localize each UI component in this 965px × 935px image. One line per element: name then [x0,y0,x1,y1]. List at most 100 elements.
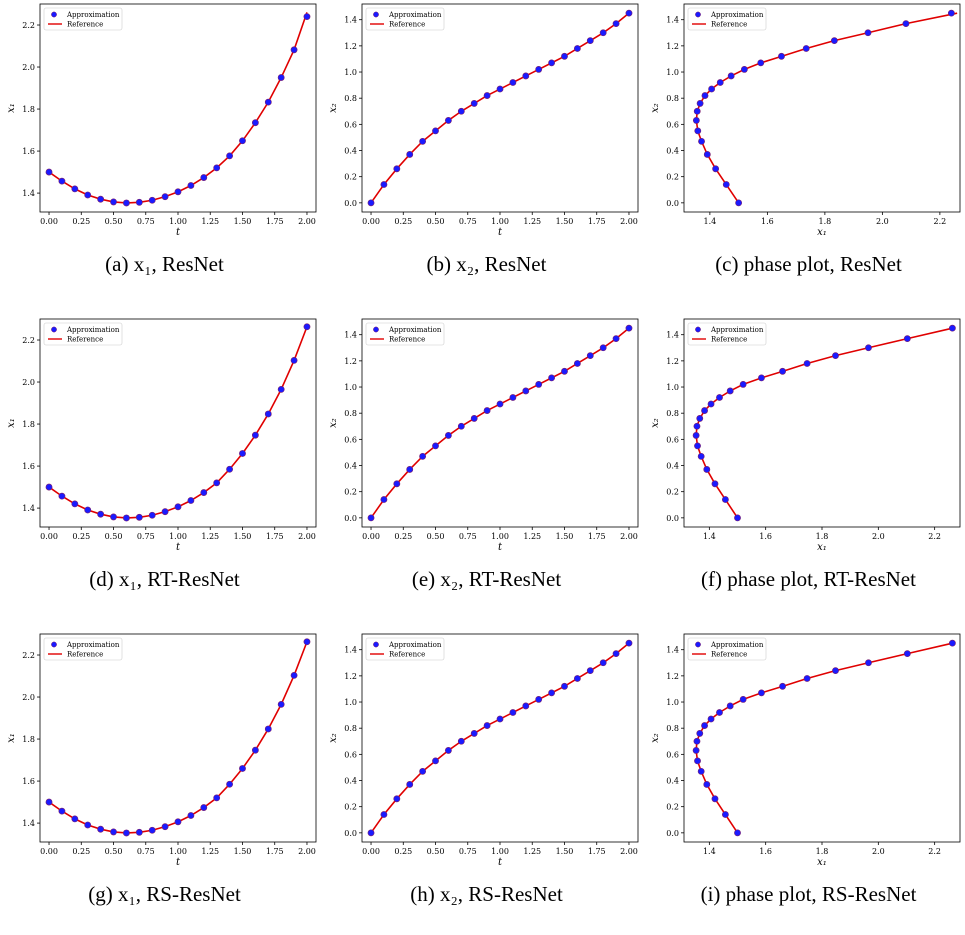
approximation-point [303,13,311,21]
approximation-point [548,59,555,67]
x-tick-label: 1.75 [588,532,606,541]
x-tick-label: 0.25 [394,532,412,541]
x-axis-label: t [176,857,181,868]
y-tick-label: 1.0 [666,698,679,707]
chart-panel-7: 0.00 0.25 0.50 0.75 1.00 1.25 1.50 1.75 2.00 1.4 1… [4,630,325,935]
x-tick-label: 0.00 [362,532,380,541]
approximation-point [135,513,143,521]
approximation-point [697,767,705,775]
approximation-point [711,795,719,803]
approximation-point [457,107,465,115]
approximation-point [734,829,741,837]
panel-caption: (c) phase plot, ResNet [715,252,902,276]
x-axis-label: t [176,227,181,238]
x-tick-label: 2.2 [934,217,947,226]
x-axis-label: x₁ [817,542,827,553]
x-tick-label: 0.75 [459,532,477,541]
approximation-point [97,510,105,518]
legend-label-approximation: Approximation [388,11,442,19]
y-tick-label: 0.4 [666,777,679,786]
x-tick-label: 2.00 [620,847,638,856]
approximation-point [740,66,748,73]
approximation-point [697,452,705,460]
y-tick-label: 1.4 [666,16,679,25]
approximation-point [483,407,491,414]
approximation-point [561,367,568,375]
chart-panel-1: 0.00 0.25 0.50 0.75 1.00 1.25 1.50 1.75 2.00 1.4 1… [4,0,325,305]
x-tick-label: 1.6 [761,217,774,226]
approximation-point [174,818,182,826]
axes-frame [683,3,961,213]
approximation-point [445,747,452,754]
approximation-point [707,715,715,723]
legend-box [43,322,123,346]
approximation-point [406,781,414,788]
approximation-point [445,432,452,439]
legend-label-reference: Reference [711,336,747,344]
approximation-point [692,432,700,439]
y-tick-label: 2.2 [22,336,35,345]
approximation-point [779,367,786,375]
approximation-point [406,466,414,473]
approximation-point [586,352,594,360]
x-tick-label: 1.00 [491,532,509,541]
approximation-point [803,675,811,682]
legend-box [365,7,445,31]
approximation-point [200,489,208,496]
y-tick-label: 1.2 [344,672,357,681]
x-tick-label: 0.00 [362,217,380,226]
axes-frame [683,633,961,843]
legend: Approximation Reference [687,637,767,661]
approximation-point [625,9,633,17]
y-tick-label: 2.2 [22,651,35,660]
y-tick-label: 2.0 [22,63,35,72]
x-axis-label: x₁ [817,857,827,868]
y-tick-label: 0.0 [344,514,357,523]
x-tick-label: 0.75 [137,532,155,541]
x-tick-label: 2.00 [620,217,638,226]
approximation-point [303,638,311,646]
approximation-point [277,700,285,708]
y-tick-label: 0.0 [344,829,357,838]
y-axis-label: x₁ [6,418,17,428]
approximation-point [694,442,701,450]
legend-marker-approximation [373,11,379,18]
approximation-point [187,497,195,504]
x-tick-label: 0.75 [137,847,155,856]
approximation-point [612,335,620,343]
x-axis-label: t [176,542,181,553]
approximation-point [722,181,730,188]
approximation-point [726,387,734,395]
x-axis-label: t [498,857,503,868]
y-tick-label: 2.0 [22,693,35,702]
approximation-point [692,747,700,754]
approximation-point [947,9,955,17]
x-tick-label: 1.4 [704,217,717,226]
y-tick-label: 1.4 [344,16,357,25]
approximation-point [200,804,208,811]
y-tick-label: 0.2 [666,803,679,812]
approximation-point [948,639,956,647]
panel-caption: (e) x₂, RT-ResNet [411,567,562,591]
approximation-point [694,757,701,765]
x-tick-label: 1.50 [234,217,252,226]
x-tick-label: 1.00 [169,217,187,226]
approximation-point [535,381,543,388]
approximation-point [625,639,633,647]
y-tick-label: 0.2 [666,488,679,497]
axes-frame [39,633,317,843]
legend: Approximation Reference [43,637,123,661]
y-tick-label: 1.4 [22,819,35,828]
approximation-point [573,360,581,367]
y-tick-label: 2.2 [22,21,35,30]
approximation-point [758,689,765,697]
chart-panel-6: 1.4 1.6 1.8 2.0 2.2 0.0 0.2 0.4 0.6 0.8 1.0 1.2 1.4 x… [648,315,965,620]
approximation-point [226,152,233,160]
chart-svg: 1.4 1.6 1.8 2.0 2.2 0.0 0.2 0.4 0.6 0.8 1.0 1.2 1.4 x… [650,3,961,238]
approximation-point [535,66,543,73]
legend: Approximation Reference [365,322,445,346]
legend-box [687,637,767,661]
approximation-point [496,400,504,408]
approximation-point [496,715,504,723]
x-tick-label: 1.50 [556,847,574,856]
